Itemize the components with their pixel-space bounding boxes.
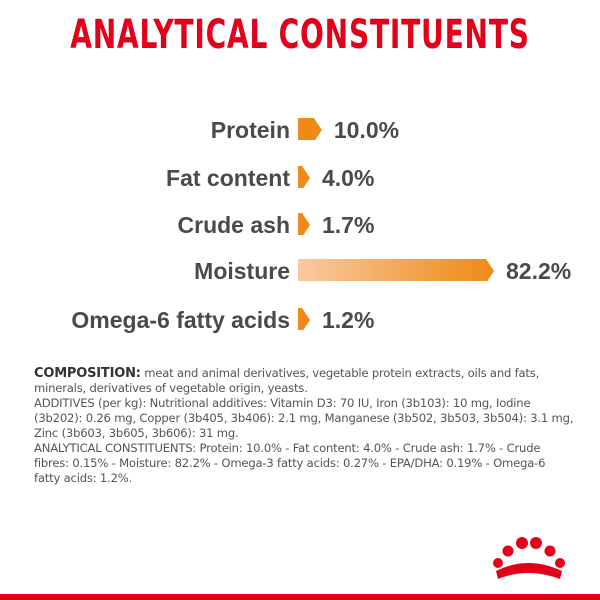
- composition-text: COMPOSITION: meat and animal derivatives…: [34, 366, 574, 396]
- constituent-bar: [298, 166, 310, 188]
- constituents-chart: Protein 10.0% Fat content 4.0% Crude ash 1.7%…: [71, 117, 572, 333]
- constituent-label: Protein: [210, 117, 290, 143]
- constituent-bar: [298, 213, 310, 235]
- constituent-value: 1.7%: [322, 212, 375, 238]
- constituent-bar-shape: [298, 118, 322, 140]
- constituent-bar-shape: [298, 308, 310, 330]
- constituent-value: 4.0%: [322, 165, 375, 191]
- constituent-value: 1.2%: [322, 307, 375, 333]
- constituent-bar: [298, 259, 494, 281]
- constituent-bar-shape: [298, 213, 310, 235]
- footer-accent-line: [0, 594, 600, 600]
- composition-block: COMPOSITION: meat and animal derivatives…: [34, 366, 574, 486]
- constituent-value: 10.0%: [333, 117, 400, 143]
- page-title: ANALYTICAL CONSTITUENTS: [70, 12, 530, 58]
- constituent-value: 82.2%: [506, 258, 572, 284]
- constituent-bar-shape: [298, 259, 494, 281]
- constituent-bar: [298, 308, 310, 330]
- analytical-text: ANALYTICAL CONSTITUENTS: Protein: 10.0% …: [34, 441, 546, 485]
- constituent-label: Crude ash: [177, 212, 290, 238]
- constituent-bar-shape: [298, 166, 310, 188]
- constituent-bar: [298, 118, 322, 140]
- composition-body: meat and animal derivatives, vegetable p…: [34, 366, 540, 395]
- constituent-label: Moisture: [194, 258, 290, 284]
- constituent-label: Fat content: [166, 165, 290, 191]
- constituent-label: Omega-6 fatty acids: [71, 307, 290, 333]
- crown-icon: [493, 537, 565, 579]
- composition-heading: COMPOSITION:: [34, 366, 141, 381]
- additives-text: ADDITIVES (per kg): Nutritional additive…: [34, 396, 574, 440]
